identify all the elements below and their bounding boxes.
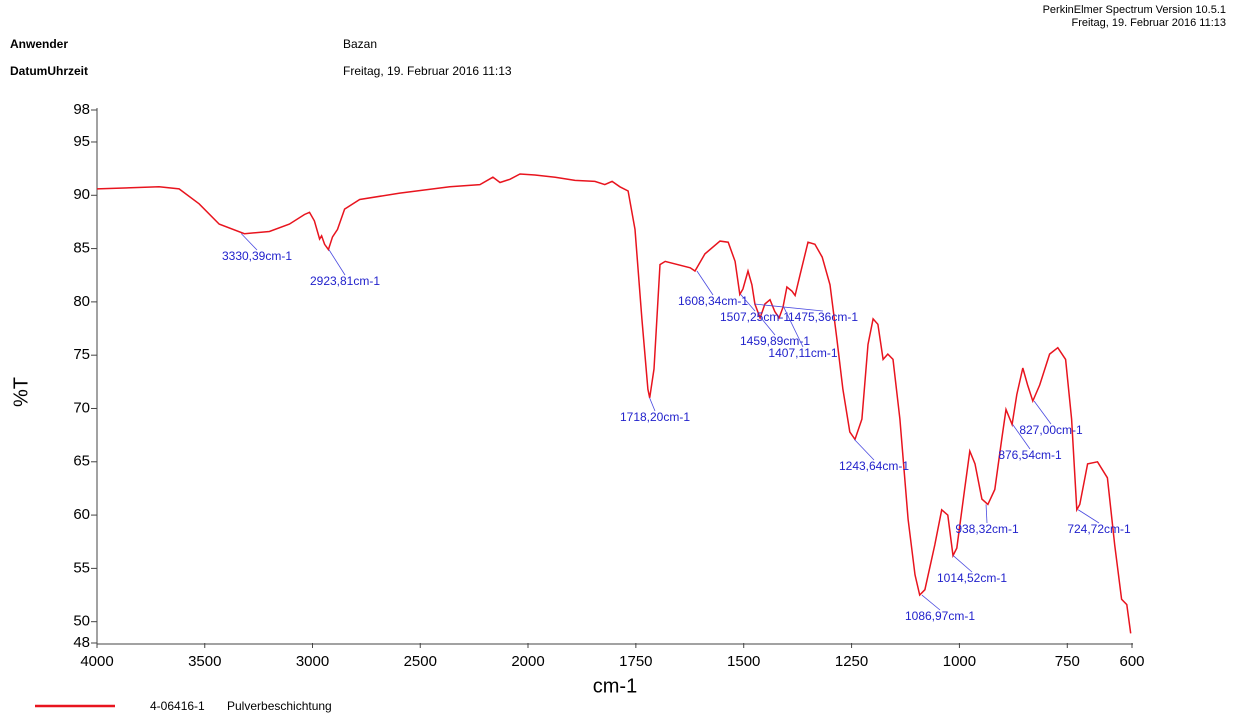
x-tick-label: 1000	[943, 653, 976, 670]
peak-leader	[649, 397, 656, 412]
y-tick-label: 80	[73, 293, 90, 310]
peak-leader	[783, 307, 804, 348]
y-tick-label: 48	[73, 634, 90, 651]
peak-label: 1086,97cm-1	[905, 609, 975, 623]
peak-label: 1608,34cm-1	[678, 294, 748, 308]
x-tick-label: 3000	[296, 653, 329, 670]
y-tick-label: 50	[73, 613, 90, 630]
peak-label: 1407,11cm-1	[768, 346, 837, 360]
peak-label: 1718,20cm-1	[620, 410, 690, 424]
y-axis-title: %T	[10, 377, 32, 407]
y-tick-label: 65	[73, 453, 90, 470]
legend-sample-desc: Pulverbeschichtung	[227, 699, 332, 713]
x-tick-label: 2500	[404, 653, 437, 670]
peak-label: 1014,52cm-1	[937, 571, 1007, 585]
peak-label: 2923,81cm-1	[310, 274, 380, 288]
y-tick-label: 55	[73, 559, 90, 576]
x-tick-label: 1500	[727, 653, 760, 670]
peak-leader	[241, 233, 258, 251]
x-tick-label: 1750	[619, 653, 652, 670]
y-tick-label: 75	[73, 346, 90, 363]
x-tick-label: 2000	[511, 653, 544, 670]
peak-label: 827,00cm-1	[1019, 423, 1083, 437]
peak-leader	[1012, 424, 1031, 450]
peak-leader	[760, 317, 776, 336]
peak-label: 876,54cm-1	[998, 448, 1062, 462]
peak-label: 1507,25cm-1	[720, 310, 790, 324]
peak-leader	[985, 504, 988, 524]
x-tick-label: 3500	[188, 653, 221, 670]
peak-leader	[696, 270, 714, 296]
peak-leader	[1077, 509, 1100, 524]
user-label: Anwender	[10, 37, 68, 51]
peak-leader	[328, 249, 346, 276]
peak-leader	[952, 555, 973, 573]
y-tick-label: 98	[73, 101, 90, 118]
peak-label: 1243,64cm-1	[839, 459, 909, 473]
x-axis-title: cm-1	[593, 675, 637, 697]
x-tick-label: 750	[1055, 653, 1080, 670]
peak-label: 1459,89cm-1	[740, 334, 810, 348]
peak-leader	[921, 594, 941, 611]
user-value: Bazan	[343, 37, 377, 51]
datetime-label: DatumUhrzeit	[10, 64, 88, 78]
y-tick-label: 90	[73, 186, 90, 203]
peak-label: 938,32cm-1	[955, 522, 1019, 536]
peak-label: 3330,39cm-1	[222, 249, 292, 263]
peak-label: 1475,36cm-1	[788, 310, 858, 324]
spectrum-line	[96, 173, 1132, 634]
peak-leader	[740, 294, 756, 312]
software-version: PerkinElmer Spectrum Version 10.5.1	[1043, 4, 1226, 16]
peak-leader	[754, 303, 824, 312]
legend-sample-id: 4-06416-1	[150, 699, 205, 713]
y-tick-label: 85	[73, 240, 90, 257]
y-tick-label: 60	[73, 506, 90, 523]
x-tick-label: 1250	[835, 653, 868, 670]
peak-label: 724,72cm-1	[1067, 522, 1131, 536]
x-tick-label: 600	[1119, 653, 1144, 670]
y-tick-label: 95	[73, 133, 90, 150]
peak-leader	[1033, 400, 1052, 425]
peak-leader	[854, 439, 875, 461]
print-date: Freitag, 19. Februar 2016 11:13	[1071, 17, 1226, 29]
y-tick-label: 70	[73, 399, 90, 416]
datetime-value: Freitag, 19. Februar 2016 11:13	[343, 64, 512, 78]
x-tick-label: 4000	[80, 653, 113, 670]
